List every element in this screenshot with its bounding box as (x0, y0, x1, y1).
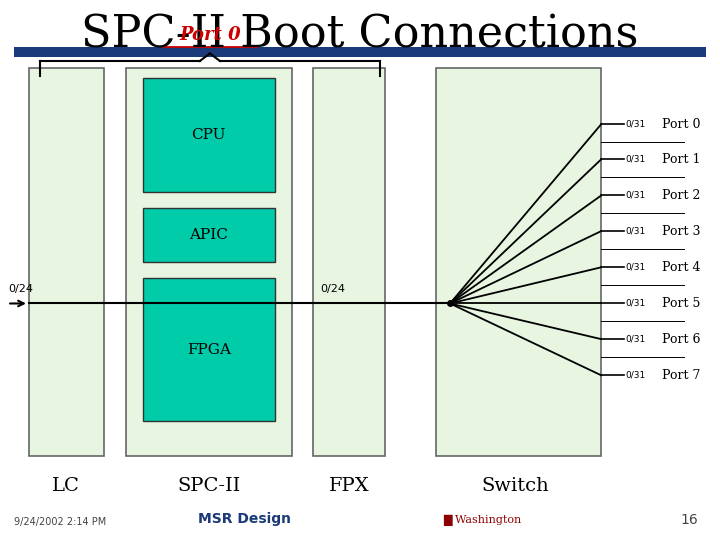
FancyBboxPatch shape (436, 68, 601, 456)
Text: 0/24: 0/24 (9, 284, 34, 294)
Text: 9/24/2002 2:14 PM: 9/24/2002 2:14 PM (14, 516, 107, 526)
FancyBboxPatch shape (126, 68, 292, 456)
Text: CPU: CPU (192, 128, 226, 142)
Text: 0/31: 0/31 (625, 263, 645, 272)
Text: 0/31: 0/31 (625, 227, 645, 235)
Text: APIC: APIC (189, 228, 228, 242)
FancyBboxPatch shape (143, 78, 275, 192)
Text: Port 3: Port 3 (662, 225, 701, 238)
Text: Switch: Switch (481, 477, 549, 495)
Text: 0/24: 0/24 (320, 284, 346, 294)
Text: Port 0: Port 0 (179, 26, 240, 44)
Text: 0/31: 0/31 (625, 299, 645, 308)
Text: Port 2: Port 2 (662, 189, 701, 202)
Text: MSR Design: MSR Design (198, 512, 292, 526)
Text: FPGA: FPGA (186, 343, 231, 356)
Text: Port 5: Port 5 (662, 297, 701, 310)
Text: 0/31: 0/31 (625, 120, 645, 129)
Text: Port 4: Port 4 (662, 261, 701, 274)
FancyBboxPatch shape (143, 208, 275, 262)
FancyBboxPatch shape (313, 68, 385, 456)
Text: Port 1: Port 1 (662, 153, 701, 166)
Text: Port 7: Port 7 (662, 369, 701, 382)
Text: SPC-II: SPC-II (177, 477, 240, 495)
Text: 0/31: 0/31 (625, 191, 645, 200)
Text: Port 6: Port 6 (662, 333, 701, 346)
Text: 0/31: 0/31 (625, 335, 645, 343)
Text: Port 0: Port 0 (662, 118, 701, 131)
Text: 0/31: 0/31 (625, 155, 645, 164)
Text: 16: 16 (680, 512, 698, 526)
FancyBboxPatch shape (143, 278, 275, 421)
Text: LC: LC (53, 477, 80, 495)
FancyBboxPatch shape (29, 68, 104, 456)
Text: █ Washington: █ Washington (443, 515, 521, 526)
FancyBboxPatch shape (14, 47, 706, 57)
Text: SPC-II Boot Connections: SPC-II Boot Connections (81, 14, 639, 57)
Text: 0/31: 0/31 (625, 371, 645, 380)
Text: FPX: FPX (329, 477, 369, 495)
